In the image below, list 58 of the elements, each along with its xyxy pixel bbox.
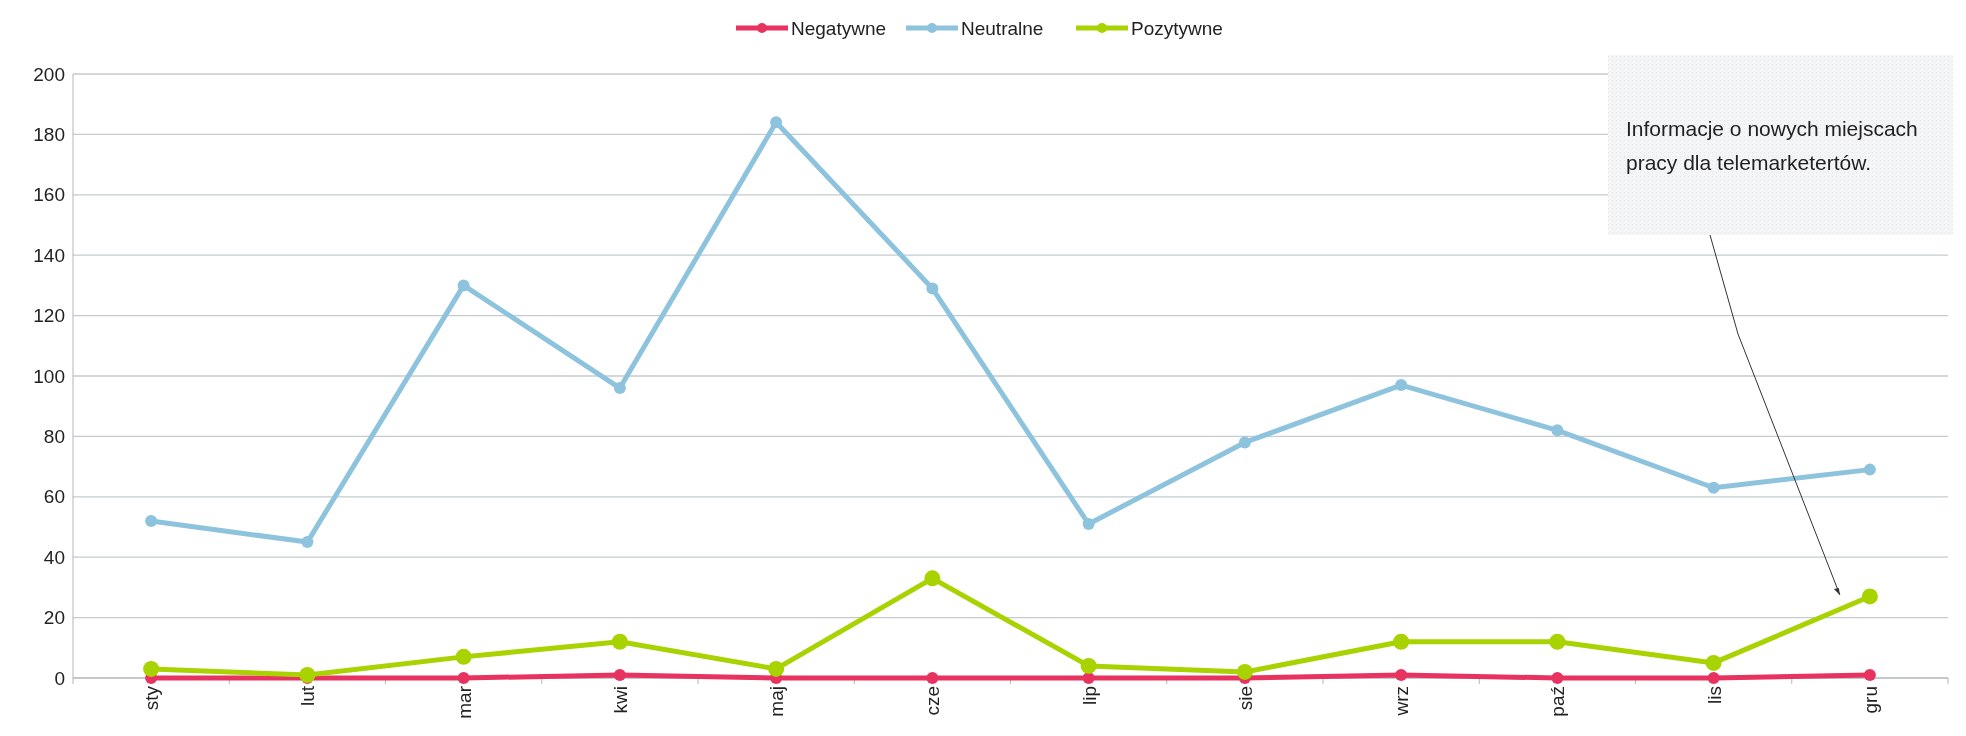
point bbox=[924, 570, 941, 587]
point bbox=[1551, 424, 1564, 437]
point bbox=[455, 648, 472, 665]
point bbox=[613, 668, 626, 681]
point bbox=[1863, 463, 1876, 476]
point bbox=[1236, 663, 1253, 680]
point bbox=[1082, 517, 1095, 530]
legend-label: Negatywne bbox=[791, 17, 887, 39]
point bbox=[1707, 481, 1720, 494]
x-tick-label: lip bbox=[1078, 686, 1100, 706]
legend-label: Neutralne bbox=[961, 17, 1044, 39]
point bbox=[457, 279, 470, 292]
point bbox=[1863, 668, 1876, 681]
point bbox=[1238, 436, 1251, 449]
x-tick-label: cze bbox=[922, 686, 944, 716]
x-tick-label: sty bbox=[141, 685, 163, 711]
y-tick-label: 100 bbox=[33, 365, 65, 387]
point bbox=[301, 536, 314, 549]
y-tick-label: 180 bbox=[33, 124, 65, 146]
y-tick-label: 0 bbox=[54, 667, 65, 689]
point bbox=[611, 633, 628, 650]
point bbox=[926, 672, 939, 684]
point bbox=[1395, 668, 1408, 681]
x-tick-label: lut bbox=[297, 685, 319, 707]
point bbox=[1080, 657, 1097, 674]
y-tick-label: 80 bbox=[43, 426, 65, 448]
y-tick-label: 20 bbox=[43, 607, 65, 629]
point bbox=[143, 660, 160, 677]
y-tick-label: 60 bbox=[43, 486, 65, 508]
x-tick-label: paź bbox=[1547, 686, 1569, 717]
legend-label: Pozytywne bbox=[1131, 17, 1223, 39]
x-tick-label: kwi bbox=[609, 686, 631, 714]
annotation: Informacje o nowych miejscach pracy dla telemarketertów. bbox=[1626, 117, 1918, 174]
point bbox=[145, 514, 158, 527]
y-tick-label: 140 bbox=[33, 244, 65, 266]
point bbox=[770, 116, 783, 129]
point bbox=[1861, 588, 1878, 605]
point bbox=[1707, 672, 1720, 684]
x-tick-label: sie bbox=[1234, 686, 1256, 711]
point bbox=[768, 660, 785, 677]
point bbox=[1395, 379, 1408, 392]
point bbox=[926, 282, 939, 295]
y-tick-label: 40 bbox=[43, 546, 65, 568]
x-tick-label: lis bbox=[1703, 686, 1725, 704]
x-tick-label: wrz bbox=[1391, 686, 1413, 717]
point bbox=[1551, 672, 1564, 684]
y-tick-label: 120 bbox=[33, 305, 65, 327]
x-tick-label: mar bbox=[453, 685, 475, 719]
point bbox=[299, 666, 316, 683]
point bbox=[1705, 654, 1722, 671]
x-tick-label: maj bbox=[766, 686, 788, 717]
point bbox=[457, 672, 470, 684]
y-tick-label: 160 bbox=[33, 184, 65, 206]
point bbox=[1549, 633, 1566, 650]
x-tick-label: gru bbox=[1859, 686, 1881, 714]
y-tick-label: 200 bbox=[33, 63, 65, 85]
point bbox=[613, 382, 626, 395]
point bbox=[1393, 633, 1410, 650]
